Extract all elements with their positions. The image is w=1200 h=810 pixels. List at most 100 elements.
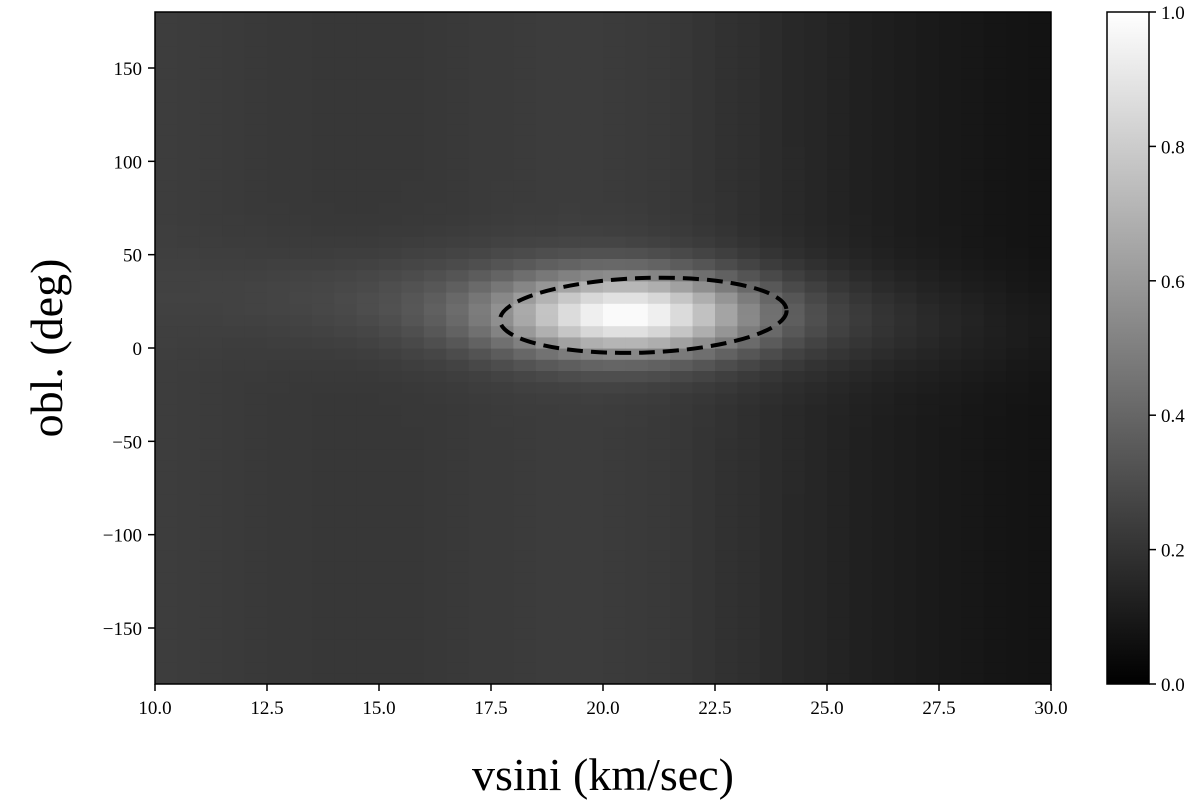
heatmap-cell xyxy=(916,168,940,181)
heatmap-cell xyxy=(311,135,335,147)
heatmap-cell xyxy=(1006,146,1030,159)
heatmap-cell xyxy=(804,224,828,237)
heatmap-cell xyxy=(804,404,828,416)
heatmap-cell xyxy=(670,68,694,80)
heatmap-cell xyxy=(804,292,828,304)
heatmap-cell xyxy=(155,560,178,573)
heatmap-cell xyxy=(603,314,626,327)
heatmap-cell xyxy=(222,560,246,573)
heatmap-cell xyxy=(222,23,246,35)
heatmap-cell xyxy=(311,594,335,607)
heatmap-cell xyxy=(603,146,626,159)
heatmap-cell xyxy=(827,493,850,506)
heatmap-cell xyxy=(468,392,492,405)
heatmap-cell xyxy=(356,348,380,360)
heatmap-cell xyxy=(513,516,537,528)
heatmap-cell xyxy=(692,23,716,35)
heatmap-cell xyxy=(379,180,402,192)
heatmap-cell xyxy=(804,325,828,338)
heatmap-cell xyxy=(916,269,940,282)
heatmap-cell xyxy=(558,504,582,517)
heatmap-cell xyxy=(401,650,425,663)
heatmap-cell xyxy=(759,404,783,416)
heatmap-cell xyxy=(491,583,514,595)
heatmap-cell xyxy=(491,224,514,237)
heatmap-cell xyxy=(849,583,873,595)
heatmap-cell xyxy=(715,124,738,136)
heatmap-cell xyxy=(1028,101,1051,114)
heatmap-cell xyxy=(670,426,694,439)
heatmap-cell xyxy=(468,616,492,629)
heatmap-cell xyxy=(289,628,313,640)
heatmap-cell xyxy=(647,650,671,663)
heatmap-cell xyxy=(334,639,358,651)
heatmap-cell xyxy=(961,583,985,595)
heatmap-cell xyxy=(155,516,178,528)
heatmap-cell xyxy=(580,392,604,405)
heatmap-cell xyxy=(356,224,380,237)
heatmap-cell xyxy=(334,68,358,80)
heatmap-cell xyxy=(423,314,447,327)
heatmap-cell xyxy=(535,605,559,618)
heatmap-cell xyxy=(311,45,335,58)
heatmap-cell xyxy=(289,516,313,528)
heatmap-cell xyxy=(759,213,783,226)
heatmap-cell xyxy=(647,314,671,327)
heatmap-cell xyxy=(692,112,716,125)
heatmap-cell xyxy=(379,594,402,607)
heatmap-cell xyxy=(737,650,761,663)
heatmap-cell xyxy=(289,504,313,517)
heatmap-cell xyxy=(916,325,940,338)
heatmap-cell xyxy=(647,538,671,551)
heatmap-cell xyxy=(1006,448,1030,461)
heatmap-cell xyxy=(535,79,559,91)
heatmap-cell xyxy=(961,180,985,192)
heatmap-cell xyxy=(468,493,492,506)
heatmap-cell xyxy=(558,426,582,439)
heatmap-cell xyxy=(334,292,358,304)
heatmap-cell xyxy=(222,157,246,170)
heatmap-cell xyxy=(804,471,828,483)
heatmap-cell xyxy=(961,426,985,439)
heatmap-cell xyxy=(692,157,716,170)
heatmap-cell xyxy=(827,370,850,383)
heatmap-cell xyxy=(625,135,649,147)
heatmap-cell xyxy=(737,605,761,618)
heatmap-cell xyxy=(1006,34,1030,47)
heatmap-cell xyxy=(244,527,268,539)
heatmap-cell xyxy=(199,191,223,203)
heatmap-cell xyxy=(334,661,358,674)
heatmap-cell xyxy=(513,661,537,674)
heatmap-cell xyxy=(827,56,850,69)
heatmap-cell xyxy=(670,672,694,684)
heatmap-cell xyxy=(468,594,492,607)
heatmap-cell xyxy=(289,404,313,416)
heatmap-cell xyxy=(423,336,447,349)
heatmap-cell xyxy=(939,34,962,47)
heatmap-cell xyxy=(1006,583,1030,595)
heatmap-cell xyxy=(155,504,178,517)
heatmap-cell xyxy=(356,101,380,114)
heatmap-cell xyxy=(871,112,895,125)
heatmap-cell xyxy=(423,90,447,103)
heatmap-cell xyxy=(782,359,806,371)
heatmap-cell xyxy=(871,460,895,472)
heatmap-cell xyxy=(267,180,290,192)
heatmap-cell xyxy=(267,213,290,226)
x-tick-label: 15.0 xyxy=(362,698,395,719)
heatmap-cell xyxy=(199,471,223,483)
y-tick-label: −100 xyxy=(103,526,142,547)
heatmap-cell xyxy=(939,336,962,349)
heatmap-cell xyxy=(468,258,492,271)
heatmap-cell xyxy=(244,157,268,170)
heatmap-cell xyxy=(513,236,537,248)
heatmap-cell xyxy=(222,404,246,416)
heatmap-cell xyxy=(894,672,918,684)
heatmap-cell xyxy=(961,639,985,651)
heatmap-cell xyxy=(401,471,425,483)
heatmap-cell xyxy=(670,124,694,136)
heatmap-cell xyxy=(782,146,806,159)
heatmap-cell xyxy=(423,381,447,394)
heatmap-cell xyxy=(827,605,850,618)
heatmap-cell xyxy=(871,381,895,394)
